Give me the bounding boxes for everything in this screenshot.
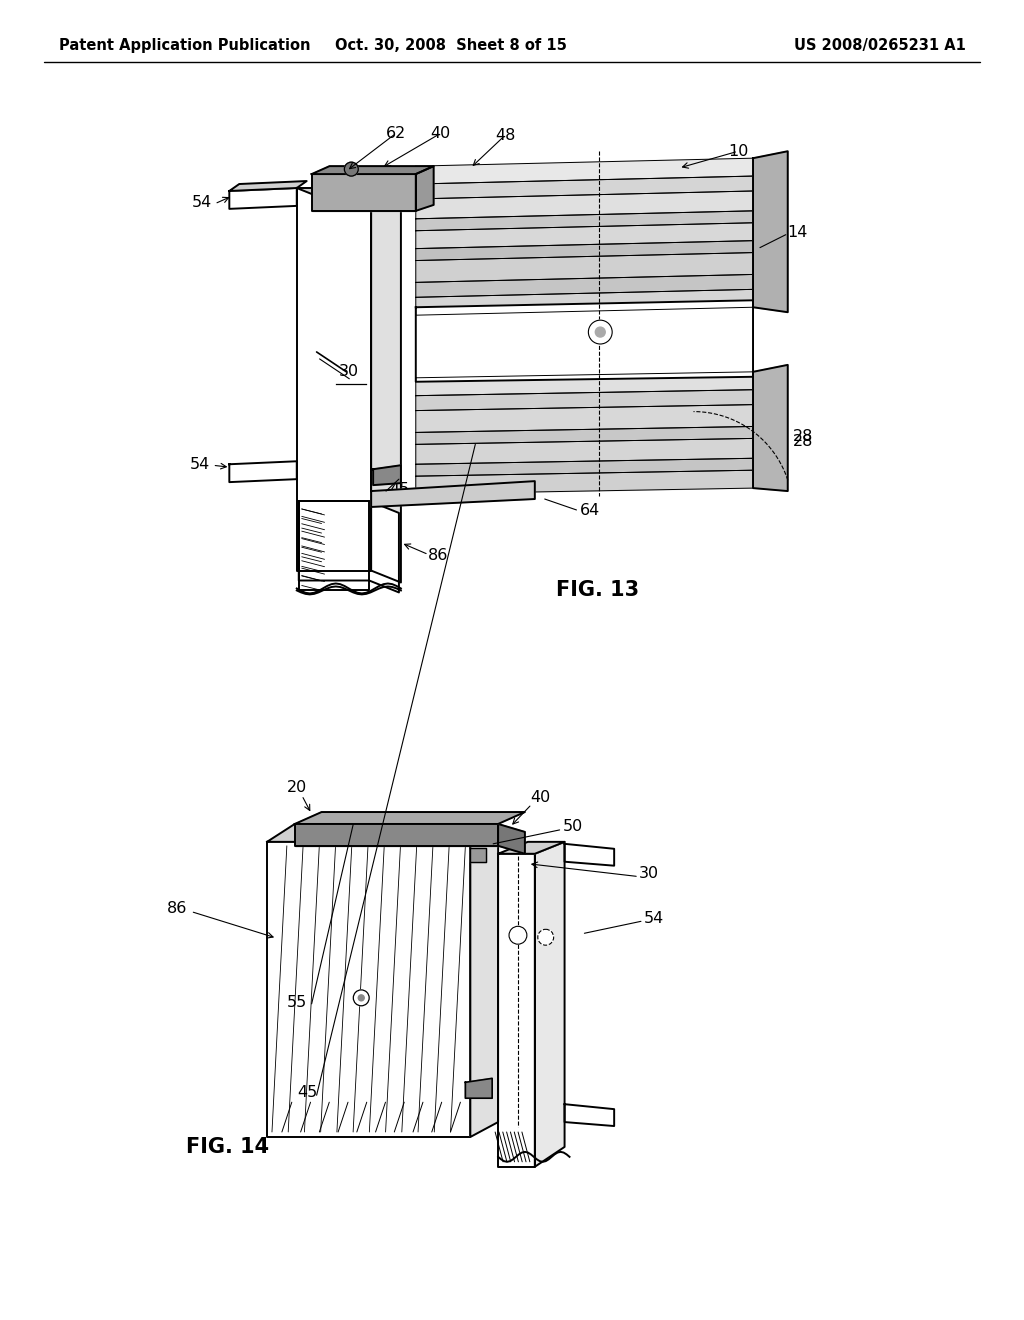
Polygon shape bbox=[311, 174, 416, 211]
Text: 54: 54 bbox=[190, 457, 211, 471]
Polygon shape bbox=[535, 842, 564, 1167]
Text: 48: 48 bbox=[495, 128, 515, 143]
Text: 86: 86 bbox=[427, 548, 447, 564]
Polygon shape bbox=[416, 470, 753, 494]
Polygon shape bbox=[470, 847, 486, 862]
Circle shape bbox=[595, 327, 605, 337]
Polygon shape bbox=[229, 187, 297, 209]
Text: 86: 86 bbox=[167, 902, 187, 916]
Polygon shape bbox=[371, 480, 535, 507]
Polygon shape bbox=[416, 372, 753, 396]
Polygon shape bbox=[267, 842, 470, 1137]
Polygon shape bbox=[416, 438, 753, 465]
Text: 64: 64 bbox=[580, 503, 600, 519]
Circle shape bbox=[538, 929, 554, 945]
Text: 40: 40 bbox=[529, 789, 550, 805]
Text: 28: 28 bbox=[793, 434, 813, 449]
Text: US 2008/0265231 A1: US 2008/0265231 A1 bbox=[795, 38, 967, 53]
Polygon shape bbox=[416, 166, 433, 211]
Text: 30: 30 bbox=[639, 866, 659, 882]
Polygon shape bbox=[299, 502, 370, 590]
Text: 50: 50 bbox=[562, 820, 583, 834]
Text: 45: 45 bbox=[389, 482, 410, 496]
Polygon shape bbox=[416, 252, 753, 282]
Polygon shape bbox=[498, 854, 535, 1167]
Polygon shape bbox=[498, 842, 564, 854]
Text: 54: 54 bbox=[644, 911, 665, 925]
Polygon shape bbox=[229, 181, 306, 191]
Polygon shape bbox=[416, 223, 753, 248]
Polygon shape bbox=[297, 187, 371, 570]
Circle shape bbox=[509, 927, 527, 944]
Polygon shape bbox=[229, 461, 297, 482]
Circle shape bbox=[589, 321, 612, 345]
Polygon shape bbox=[311, 166, 433, 174]
Polygon shape bbox=[297, 187, 401, 199]
Polygon shape bbox=[416, 389, 753, 411]
Text: 28: 28 bbox=[793, 429, 813, 444]
Polygon shape bbox=[295, 824, 498, 846]
Polygon shape bbox=[416, 240, 753, 260]
Circle shape bbox=[353, 990, 370, 1006]
Text: 20: 20 bbox=[287, 780, 307, 795]
Polygon shape bbox=[267, 824, 498, 842]
Polygon shape bbox=[465, 1078, 493, 1098]
Polygon shape bbox=[416, 458, 753, 477]
Text: FIG. 13: FIG. 13 bbox=[556, 581, 639, 601]
Polygon shape bbox=[416, 275, 753, 297]
Polygon shape bbox=[753, 152, 787, 313]
Text: 40: 40 bbox=[430, 125, 451, 141]
Polygon shape bbox=[416, 405, 753, 433]
Text: 45: 45 bbox=[297, 1085, 317, 1100]
Polygon shape bbox=[373, 465, 401, 486]
Polygon shape bbox=[564, 843, 614, 866]
Text: 14: 14 bbox=[787, 226, 808, 240]
Circle shape bbox=[358, 995, 365, 1001]
Circle shape bbox=[344, 162, 358, 176]
Text: 55: 55 bbox=[287, 995, 307, 1010]
Text: Oct. 30, 2008  Sheet 8 of 15: Oct. 30, 2008 Sheet 8 of 15 bbox=[335, 38, 566, 53]
Polygon shape bbox=[416, 211, 753, 231]
Polygon shape bbox=[416, 158, 753, 183]
Text: 30: 30 bbox=[339, 364, 359, 379]
Text: 54: 54 bbox=[193, 195, 212, 210]
Polygon shape bbox=[416, 300, 753, 381]
Text: Patent Application Publication: Patent Application Publication bbox=[58, 38, 310, 53]
Polygon shape bbox=[753, 364, 787, 491]
Polygon shape bbox=[470, 824, 498, 1137]
Polygon shape bbox=[416, 289, 753, 315]
Text: 10: 10 bbox=[728, 144, 749, 158]
Polygon shape bbox=[564, 1104, 614, 1126]
Text: FIG. 14: FIG. 14 bbox=[185, 1137, 269, 1156]
Polygon shape bbox=[498, 824, 525, 854]
Polygon shape bbox=[416, 176, 753, 199]
Polygon shape bbox=[295, 812, 525, 824]
Polygon shape bbox=[416, 191, 753, 219]
Polygon shape bbox=[371, 187, 401, 582]
Polygon shape bbox=[299, 502, 399, 593]
Text: 62: 62 bbox=[386, 125, 407, 141]
Polygon shape bbox=[416, 426, 753, 445]
